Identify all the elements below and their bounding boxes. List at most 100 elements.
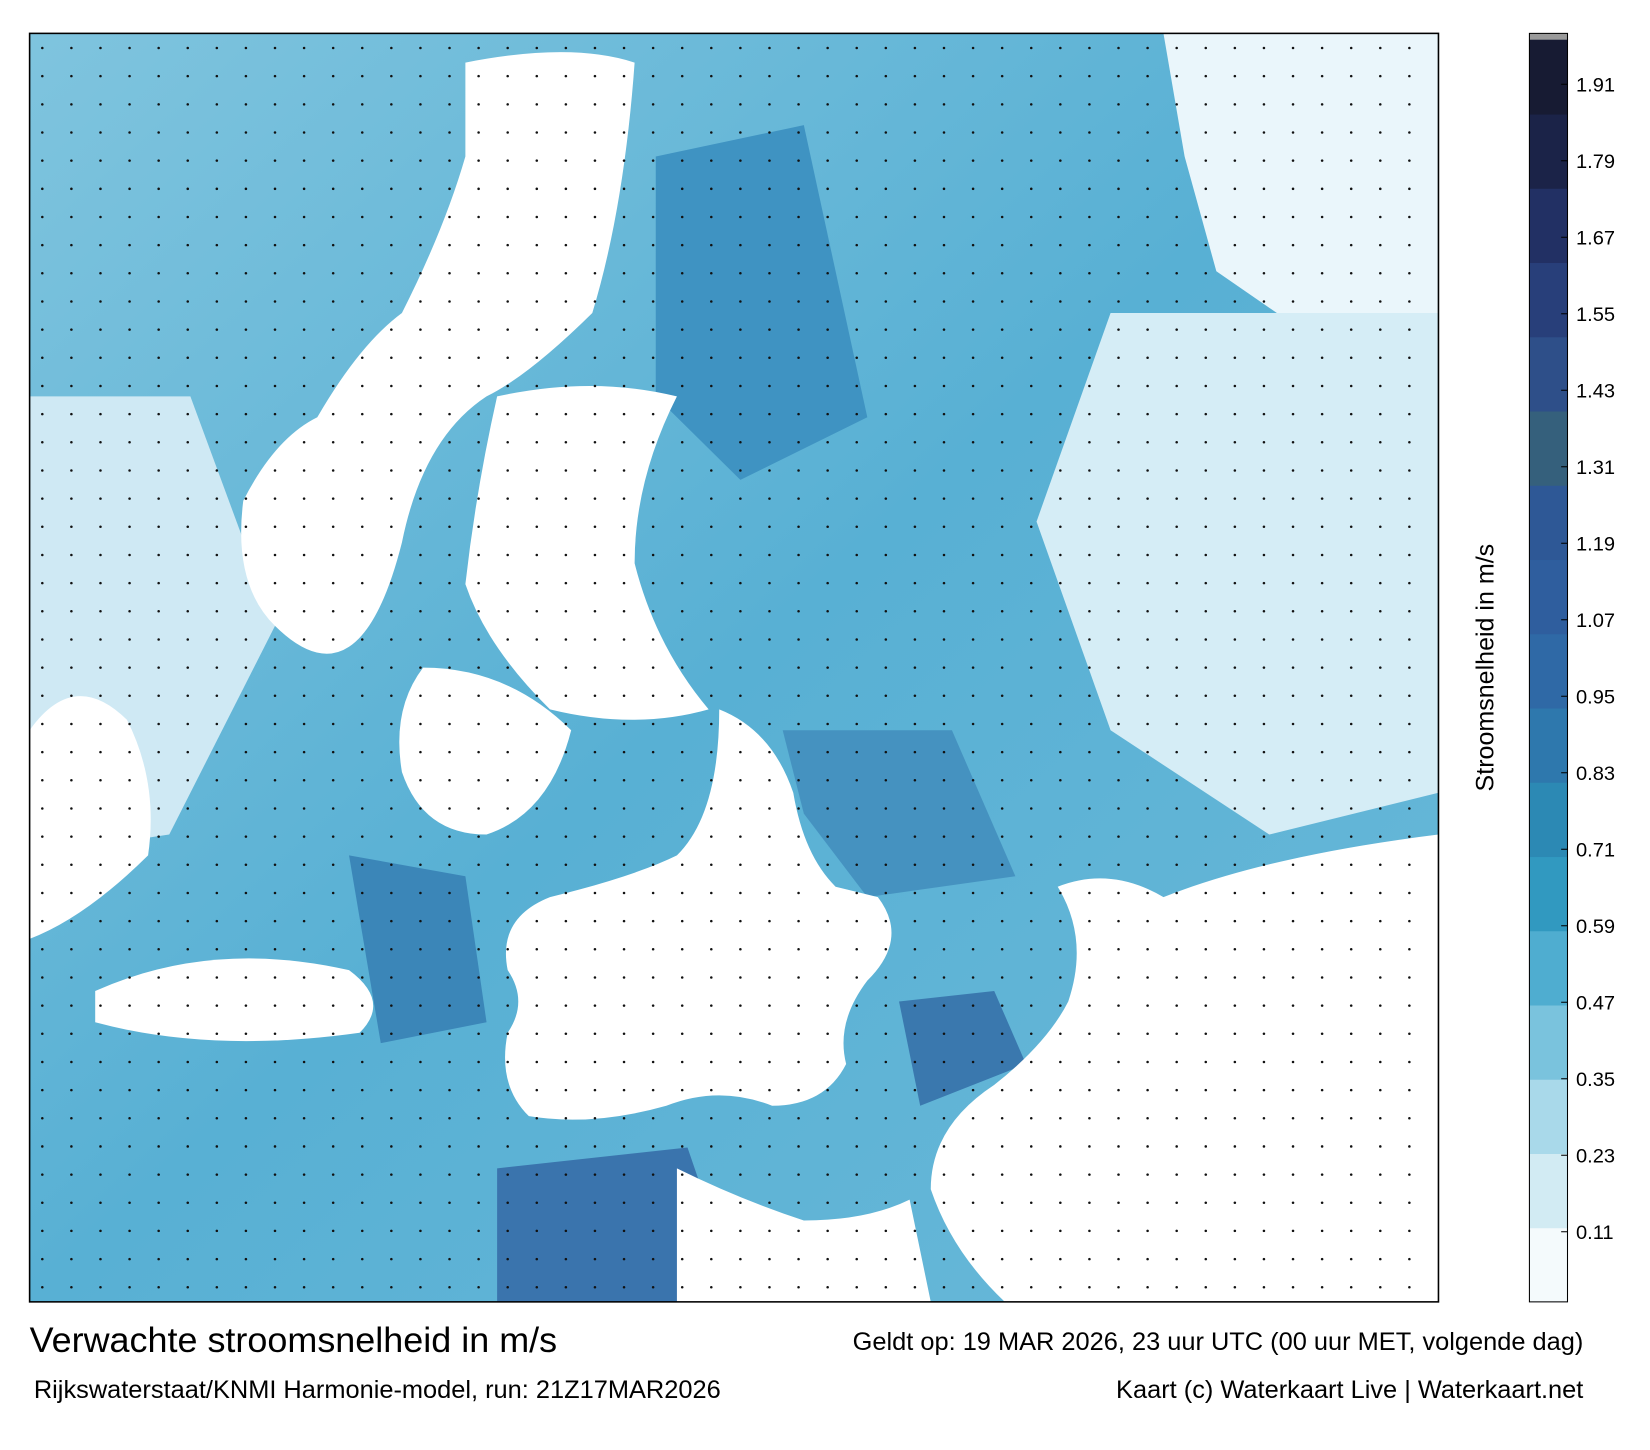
vector-dot	[1204, 1257, 1208, 1261]
vector-dot	[680, 272, 684, 275]
vector-dot	[186, 497, 190, 500]
vector-dot	[535, 948, 539, 951]
vector-dot	[1262, 1229, 1266, 1233]
vector-dot	[1029, 694, 1033, 698]
vector-dot	[302, 159, 306, 162]
vector-dot	[826, 243, 829, 247]
vector-dot	[215, 1145, 219, 1148]
vector-dot	[1029, 300, 1033, 303]
vector-dot	[273, 1201, 277, 1205]
vector-dot	[1146, 441, 1149, 444]
vector-dot	[128, 1060, 131, 1064]
vector-dot	[506, 1229, 509, 1233]
vector-dot	[1408, 976, 1411, 979]
vector-dot	[244, 976, 248, 979]
vector-dot	[913, 441, 917, 444]
vector-dot	[1146, 497, 1149, 500]
vector-dot	[1175, 1229, 1178, 1233]
vector-dot	[710, 1032, 713, 1036]
vector-dot	[1000, 1173, 1004, 1176]
vector-dot	[244, 948, 248, 951]
vector-dot	[1349, 412, 1353, 416]
vector-dot	[593, 1060, 597, 1064]
vector-dot	[564, 46, 568, 50]
vector-dot	[622, 159, 626, 162]
vector-dot	[1146, 1088, 1149, 1092]
vector-dot	[1146, 525, 1149, 529]
vector-dot	[797, 1060, 800, 1064]
vector-dot	[273, 835, 277, 838]
vector-dot	[1233, 976, 1237, 979]
vector-dot	[826, 863, 829, 867]
vector-dot	[622, 525, 626, 529]
vector-dot	[651, 1060, 655, 1064]
vector-dot	[855, 1257, 858, 1261]
vector-dot	[826, 891, 829, 895]
vector-dot	[70, 666, 73, 669]
vector-dot	[1059, 1201, 1062, 1205]
vector-dot	[1291, 1286, 1295, 1289]
vector-dot	[913, 1229, 917, 1233]
vector-dot	[884, 497, 888, 500]
vector-dot	[331, 159, 335, 162]
vector-dot	[70, 1201, 73, 1205]
vector-dot	[1059, 581, 1062, 585]
vector-dot	[390, 1201, 393, 1205]
vector-dot	[593, 1173, 597, 1176]
vector-dot	[419, 74, 422, 78]
vector-dot	[971, 525, 975, 529]
vector-dot	[855, 919, 858, 923]
vector-dot	[128, 581, 131, 585]
vector-dot	[390, 694, 393, 698]
vector-dot	[797, 159, 800, 162]
vector-dot	[419, 610, 422, 613]
vector-dot	[41, 919, 44, 923]
vector-dot	[1262, 553, 1266, 557]
vector-dot	[448, 243, 451, 247]
vector-dot	[884, 1032, 888, 1036]
vector-dot	[99, 750, 102, 754]
vector-dot	[1291, 525, 1295, 529]
vector-dot	[710, 1088, 713, 1092]
vector-dot	[506, 215, 509, 219]
vector-dot	[1349, 159, 1353, 162]
vector-dot	[390, 159, 393, 162]
vector-dot	[884, 948, 888, 951]
vector-dot	[1204, 1117, 1208, 1120]
vector-dot	[99, 694, 102, 698]
vector-dot	[70, 187, 73, 191]
vector-dot	[360, 1286, 364, 1289]
vector-dot	[273, 46, 277, 50]
vector-dot	[593, 1201, 597, 1205]
vector-dot	[535, 74, 539, 78]
vector-dot	[1233, 1173, 1237, 1176]
vector-dot	[448, 103, 451, 106]
vector-dot	[477, 441, 480, 444]
vector-dot	[506, 74, 509, 78]
vector-dot	[360, 159, 364, 162]
vector-dot	[302, 441, 306, 444]
vector-dot	[1349, 1060, 1353, 1064]
vector-dot	[70, 74, 73, 78]
vector-dot	[1349, 215, 1353, 219]
vector-dot	[70, 1257, 73, 1261]
vector-dot	[41, 976, 44, 979]
vector-dot	[942, 948, 946, 951]
vector-dot	[1000, 722, 1004, 726]
vector-dot	[1117, 384, 1120, 388]
vector-dot	[855, 722, 858, 726]
vector-dot	[942, 300, 946, 303]
vector-dot	[622, 948, 626, 951]
vector-dot	[1029, 1060, 1033, 1064]
vector-dot	[41, 103, 44, 106]
vector-dot	[1204, 581, 1208, 585]
vector-dot	[535, 243, 539, 247]
vector-dot	[884, 103, 888, 106]
vector-dot	[419, 1229, 422, 1233]
vector-dot	[186, 694, 190, 698]
vector-dot	[1262, 1088, 1266, 1092]
vector-dot	[1262, 891, 1266, 895]
vector-dot	[1262, 384, 1266, 388]
vector-dot	[302, 1088, 306, 1092]
vector-dot	[128, 835, 131, 838]
